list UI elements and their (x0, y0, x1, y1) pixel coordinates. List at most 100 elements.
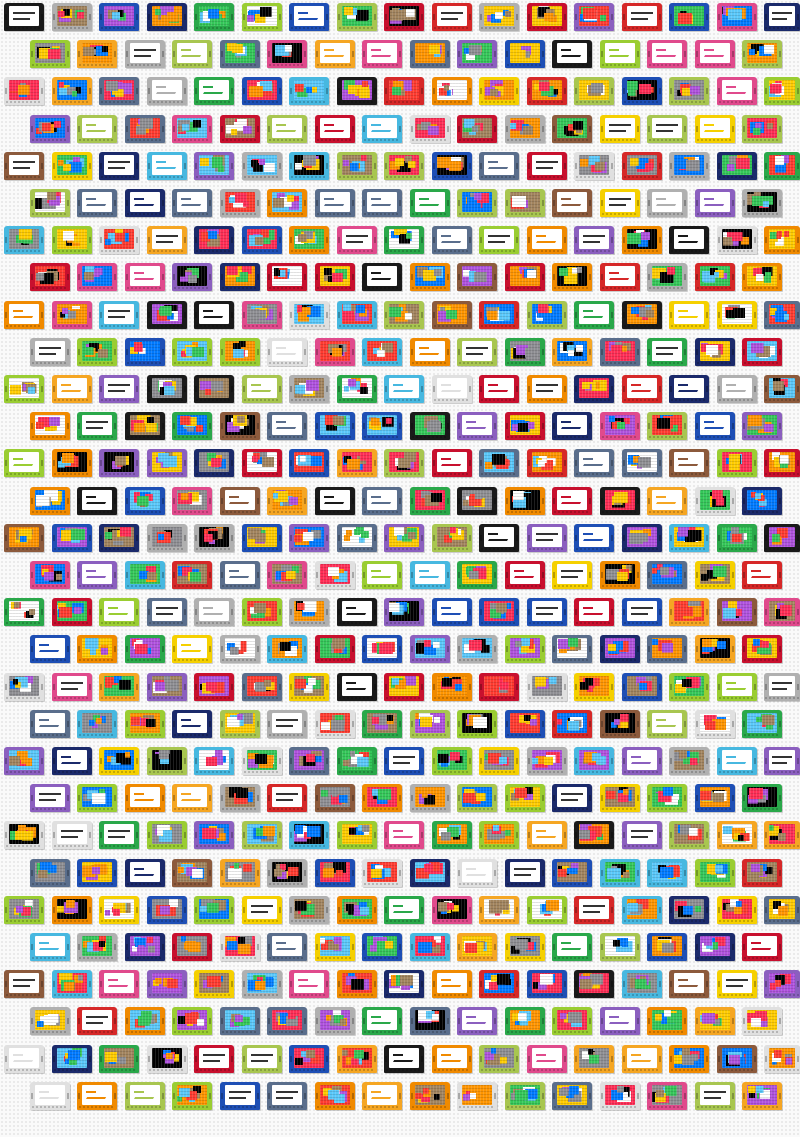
cartridge-label (199, 899, 229, 919)
cartridge-notch (563, 459, 567, 467)
cartridge-icon (30, 338, 70, 366)
cartridge-label (342, 155, 372, 175)
cartridge-icon (289, 449, 329, 477)
cartridge-grip (458, 883, 496, 886)
cartridge-grip (100, 325, 138, 328)
cartridge-label (294, 601, 324, 621)
cartridge-grip (338, 325, 376, 328)
cartridge-grip (575, 27, 613, 30)
cartridge-notch (289, 757, 293, 765)
cartridge-notch (541, 720, 545, 728)
cartridge-notch (230, 311, 234, 319)
cartridge-grip (765, 250, 799, 253)
cartridge-notch (479, 13, 483, 21)
cartridge-grip (53, 697, 91, 700)
cartridge-label (152, 527, 182, 547)
cartridge-notch (40, 311, 44, 319)
cartridge-label (367, 564, 397, 584)
cartridge-icon (647, 561, 687, 589)
cartridge-notch (457, 794, 461, 802)
cartridge-grip (31, 1031, 69, 1034)
cartridge-label (532, 80, 562, 100)
cartridge-label (82, 415, 112, 435)
cartridge-grip (195, 845, 233, 848)
cartridge-icon (552, 487, 592, 515)
cartridge-icon (172, 115, 212, 143)
cartridge-notch (289, 683, 293, 691)
cartridge-grip (5, 399, 43, 402)
cartridge-label (627, 6, 657, 26)
cartridge-notch (373, 385, 377, 393)
cartridge-icon (125, 115, 165, 143)
cartridge-notch (230, 162, 234, 170)
cartridge-label (484, 527, 514, 547)
cartridge-notch (267, 645, 271, 653)
cartridge-notch (778, 273, 782, 281)
cartridge-notch (505, 1092, 509, 1100)
cartridge-label (225, 490, 255, 510)
cartridge-notch (373, 459, 377, 467)
cartridge-notch (493, 943, 497, 951)
cartridge-label (579, 452, 609, 472)
cartridge-notch (325, 13, 329, 21)
cartridge-grip (411, 1031, 449, 1034)
cartridge-notch (40, 385, 44, 393)
cartridge-icon (647, 189, 687, 217)
cartridge-icon (527, 747, 567, 775)
cartridge-icon (337, 77, 377, 105)
cartridge-icon (384, 598, 424, 626)
cartridge-grip (480, 473, 518, 476)
cartridge-notch (337, 87, 341, 95)
cartridge-notch (574, 236, 578, 244)
cartridge-icon (362, 1007, 402, 1035)
cartridge-icon (52, 1045, 92, 1073)
cartridge-icon (600, 1082, 640, 1110)
cartridge-notch (600, 645, 604, 653)
cartridge-notch (351, 199, 355, 207)
cartridge-label (104, 229, 134, 249)
cartridge-notch (552, 720, 556, 728)
cartridge-label (152, 304, 182, 324)
cartridge-grip (718, 994, 756, 997)
cartridge-label (247, 527, 277, 547)
cartridge-grip (148, 771, 186, 774)
cartridge-label (627, 80, 657, 100)
cartridge-notch (267, 720, 271, 728)
cartridge-notch (113, 199, 117, 207)
cartridge-grip (100, 622, 138, 625)
cartridge-notch (731, 199, 735, 207)
cartridge-icon (4, 301, 44, 329)
cartridge-notch (636, 869, 640, 877)
cartridge-icon (742, 561, 782, 589)
cartridge-grip (623, 1069, 661, 1072)
cartridge-grip (575, 845, 613, 848)
cartridge-grip (623, 250, 661, 253)
cartridge-grip (411, 957, 449, 960)
cartridge-icon (99, 970, 139, 998)
cartridge-grip (268, 1106, 306, 1109)
cartridge-icon (77, 115, 117, 143)
cartridge-icon (99, 673, 139, 701)
cartridge-grip (100, 473, 138, 476)
cartridge-label (437, 824, 467, 844)
cartridge-notch (125, 571, 129, 579)
cartridge-icon (220, 1082, 260, 1110)
cartridge-notch (669, 980, 673, 988)
cartridge-grip (126, 287, 164, 290)
cartridge-notch (731, 497, 735, 505)
cartridge-label (177, 118, 207, 138)
cartridge-notch (384, 311, 388, 319)
cartridge-label (320, 415, 350, 435)
cartridge-label (437, 750, 467, 770)
cartridge-grip (458, 511, 496, 514)
cartridge-notch (373, 831, 377, 839)
cartridge-label (605, 192, 635, 212)
cartridge-label (247, 750, 277, 770)
cartridge-grip (506, 883, 544, 886)
cartridge-label (152, 6, 182, 26)
cartridge-notch (610, 757, 614, 765)
cartridge-label (320, 787, 350, 807)
cartridge-icon (289, 524, 329, 552)
cartridge-icon (4, 1045, 44, 1073)
cartridge-notch (705, 13, 709, 21)
